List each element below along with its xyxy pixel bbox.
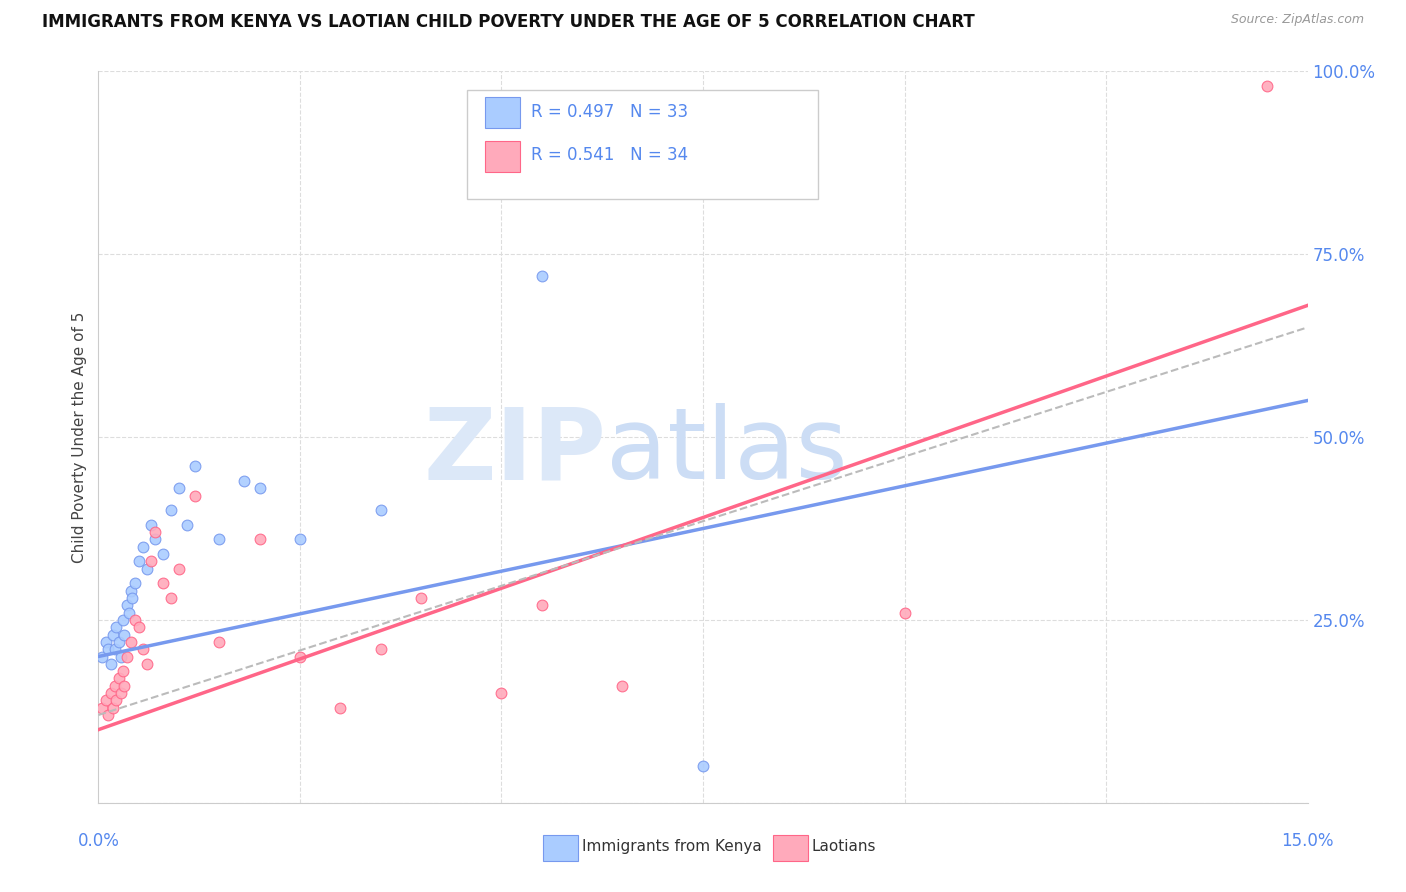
Point [249,533,271,547]
Y-axis label: Child Poverty Under the Age of 5: Child Poverty Under the Age of 5 [72,311,87,563]
Point [118,606,141,620]
Point [101,627,124,641]
Point [110,649,132,664]
Point [105,693,128,707]
Text: ZIP: ZIP [423,403,606,500]
Text: R = 0.541   N = 34: R = 0.541 N = 34 [531,146,689,164]
Point [184,459,207,474]
Point [110,686,132,700]
Point [167,481,190,495]
Point [409,591,432,605]
Point [167,562,190,576]
Point [139,554,162,568]
Point [132,642,155,657]
Point [97,642,120,657]
Point [160,503,183,517]
Point [612,679,634,693]
Point [97,708,120,723]
Point [893,606,915,620]
FancyBboxPatch shape [485,141,520,171]
Point [115,649,138,664]
Point [124,576,146,591]
Point [288,649,311,664]
Point [152,576,174,591]
Point [692,759,714,773]
Point [208,533,231,547]
Point [128,620,150,634]
Point [124,613,146,627]
Point [530,269,553,284]
Point [135,562,157,576]
Text: atlas: atlas [606,403,848,500]
Point [1256,78,1278,93]
FancyBboxPatch shape [485,97,520,128]
Point [232,474,254,488]
FancyBboxPatch shape [467,90,818,200]
Text: 15.0%: 15.0% [1281,832,1334,850]
Point [120,583,142,598]
Point [143,533,166,547]
Point [370,642,392,657]
Point [112,679,135,693]
Point [249,481,271,495]
Point [139,517,162,532]
Text: Laotians: Laotians [811,839,876,855]
Point [96,635,118,649]
Point [91,649,114,664]
Point [143,525,166,540]
Point [120,635,142,649]
Point [288,533,311,547]
Point [91,700,114,714]
Point [329,700,352,714]
Point [111,613,134,627]
Point [152,547,174,561]
Point [103,642,125,657]
Point [208,635,231,649]
Point [160,591,183,605]
Point [135,657,157,671]
Point [115,599,138,613]
Text: Source: ZipAtlas.com: Source: ZipAtlas.com [1230,13,1364,27]
Point [105,620,128,634]
Point [100,657,122,671]
Point [101,700,124,714]
Point [96,693,118,707]
Point [107,635,129,649]
Point [176,517,198,532]
Point [121,591,143,605]
Point [112,627,135,641]
Point [370,503,392,517]
Point [111,664,134,678]
Point [132,540,155,554]
Text: 0.0%: 0.0% [77,832,120,850]
FancyBboxPatch shape [773,835,808,862]
Text: IMMIGRANTS FROM KENYA VS LAOTIAN CHILD POVERTY UNDER THE AGE OF 5 CORRELATION CH: IMMIGRANTS FROM KENYA VS LAOTIAN CHILD P… [42,13,974,31]
Point [100,686,122,700]
Text: Immigrants from Kenya: Immigrants from Kenya [582,839,762,855]
Point [184,489,207,503]
FancyBboxPatch shape [543,835,578,862]
Text: R = 0.497   N = 33: R = 0.497 N = 33 [531,103,689,120]
Point [128,554,150,568]
Point [491,686,513,700]
Point [107,672,129,686]
Point [530,599,553,613]
Point [103,679,125,693]
